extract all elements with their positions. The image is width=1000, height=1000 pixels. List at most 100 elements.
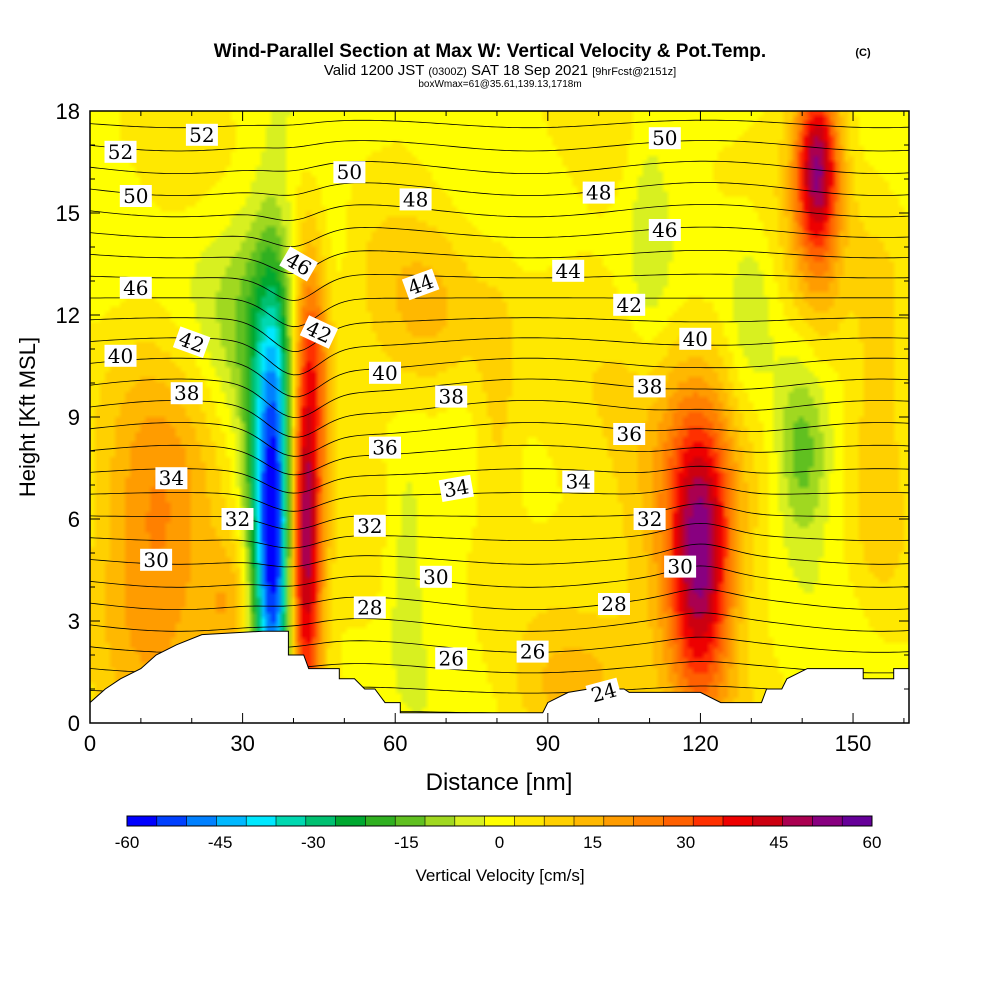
contour-label: 26 <box>516 640 549 664</box>
contour-label-box <box>401 268 440 301</box>
colorbar-swatch <box>335 816 366 826</box>
contour-label-box <box>119 276 152 299</box>
contour-label-box <box>353 514 386 537</box>
colorbar-swatch <box>484 816 515 826</box>
theta-contour-line <box>90 297 909 328</box>
contour-label: 50 <box>648 126 681 150</box>
colorbar-swatch <box>842 816 873 826</box>
colorbar-swatch <box>425 816 456 826</box>
contour-label: 32 <box>633 507 666 531</box>
contour-label-text: 34 <box>159 466 184 490</box>
colorbar-swatch <box>812 816 843 826</box>
contour-label: 30 <box>664 555 697 579</box>
contour-label-text: 36 <box>616 422 641 446</box>
colorbar-swatch <box>603 816 634 826</box>
contour-label-box <box>582 181 615 204</box>
theta-contour-line <box>90 317 909 353</box>
contour-label-box <box>598 593 630 615</box>
theta-contour-line <box>90 182 909 196</box>
contour-label-text: 36 <box>372 436 397 460</box>
theta-contour-line <box>90 378 909 418</box>
theta-contour-line <box>90 226 909 247</box>
contour-label-text: 32 <box>637 507 662 531</box>
contour-label-box <box>104 344 137 367</box>
contour-label-box <box>648 219 681 241</box>
contour-label-box <box>333 161 366 184</box>
contour-label-box <box>648 127 681 150</box>
copyright-mark: (C) <box>855 47 871 59</box>
contour-label-box <box>613 293 646 316</box>
contour-label-box <box>552 259 585 282</box>
colorbar-swatch <box>216 816 247 826</box>
contour-label-box <box>633 508 666 530</box>
x-axis-label: Distance [nm] <box>426 769 573 796</box>
x-tick-label: 150 <box>835 731 872 756</box>
colorbar-swatch <box>574 816 605 826</box>
colorbar-tick-label: 0 <box>495 833 504 852</box>
x-tick-label: 90 <box>536 731 560 756</box>
theta-contour-line <box>90 612 909 632</box>
x-tick-label: 60 <box>383 731 407 756</box>
colorbar-swatch <box>633 816 664 826</box>
theta-contour-line <box>90 484 909 512</box>
contour-label-box <box>185 123 218 146</box>
contour-label-text: 52 <box>189 123 214 147</box>
contour-label-text: 26 <box>520 640 545 664</box>
colorbar-swatch <box>156 816 187 826</box>
contour-label: 44 <box>552 259 585 283</box>
theta-contour-line <box>90 522 909 549</box>
colorbar-swatch <box>276 816 307 826</box>
colorbar-swatch <box>693 816 724 826</box>
colorbar-swatch <box>454 816 485 826</box>
theta-contour-line <box>90 543 909 568</box>
contour-label-box <box>633 375 666 398</box>
theta-contour-line <box>90 250 909 275</box>
contour-label: 38 <box>435 385 468 409</box>
contour-label-text: 38 <box>174 381 199 405</box>
y-tick-label: 15 <box>56 201 80 226</box>
y-axis-label: Height [Kft MSL] <box>15 337 40 497</box>
terrain-mask <box>90 630 909 723</box>
valid-utc: (0300Z) <box>428 66 467 78</box>
contour-label: 32 <box>353 514 386 538</box>
colorbar-tick-label: 45 <box>769 833 788 852</box>
contour-label: 38 <box>170 381 203 405</box>
theta-contour-line <box>90 422 909 457</box>
contour-label-box <box>516 640 549 663</box>
contour-label-text: 48 <box>586 181 611 205</box>
theta-contours <box>90 100 909 714</box>
colorbar-tick-label: -30 <box>301 833 326 852</box>
box-info: boxWmax=61@35.61,139.13,1718m <box>418 79 581 90</box>
x-axis: 0 30 60 90 120 150 <box>84 111 905 756</box>
contour-label-box <box>221 508 254 530</box>
contour-label: 48 <box>399 187 432 211</box>
valid-main: Valid 1200 JST <box>324 62 424 79</box>
contour-label-text: 46 <box>123 276 148 300</box>
contour-label: 40 <box>104 344 137 368</box>
contour-label-text: 40 <box>683 327 708 351</box>
y-tick-label: 0 <box>68 711 80 736</box>
contour-label-box <box>369 361 401 384</box>
contour-label-text: 30 <box>667 555 692 579</box>
contour-label-box <box>419 565 452 588</box>
colorbar: -60 -45 -30 -15 0 15 30 45 60 <box>115 815 881 852</box>
y-tick-label: 18 <box>56 99 80 124</box>
contour-label-text: 46 <box>652 218 677 242</box>
contour-label: 34 <box>438 474 474 502</box>
contour-label-text: 38 <box>438 385 463 409</box>
contour-label-box <box>562 470 595 493</box>
contour-label-text: 50 <box>123 184 148 208</box>
contour-label-box <box>155 467 188 490</box>
contour-label: 40 <box>679 327 712 351</box>
contour-label: 42 <box>613 293 646 317</box>
colorbar-tick-label: -45 <box>208 833 233 852</box>
contour-label-text: 50 <box>337 160 362 184</box>
contour-label-text: 28 <box>357 595 382 619</box>
theta-contour-line <box>90 100 909 104</box>
colorbar-swatch <box>663 816 694 826</box>
velocity-heatmap <box>90 111 909 723</box>
contour-label-text: 32 <box>357 514 382 538</box>
